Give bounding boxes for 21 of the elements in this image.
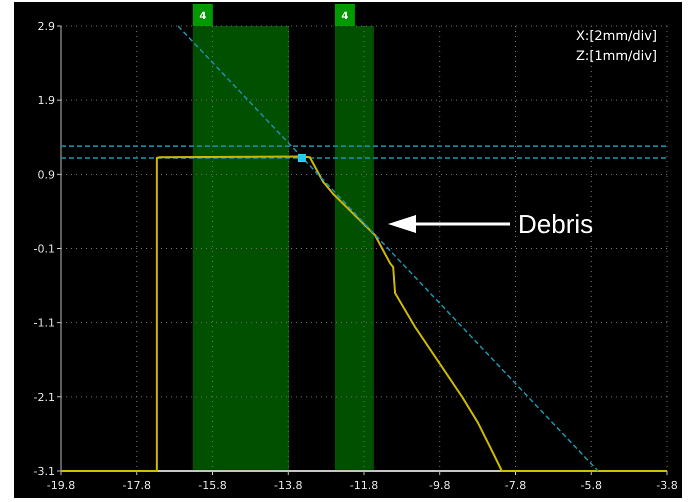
x-tick-label: -3.8 <box>656 479 678 492</box>
x-tick-label: -11.8 <box>350 479 378 492</box>
x-tick-label: -15.8 <box>198 479 227 492</box>
y-tick-label: -2.1 <box>34 390 55 404</box>
x-tick-label: -5.8 <box>580 479 602 492</box>
y-tick-label: 1.9 <box>38 94 55 108</box>
x-tick-label: -7.8 <box>504 479 526 492</box>
annotation: Z:[1mm/div] <box>576 49 657 64</box>
band-label: 4 <box>341 11 348 22</box>
y-tick-label: 2.9 <box>38 20 55 33</box>
x-tick-label: -13.8 <box>274 479 302 492</box>
y-tick-label: -0.1 <box>34 242 55 256</box>
y-tick-label: -1.1 <box>34 316 55 330</box>
y-tick-label: -3.1 <box>34 465 55 478</box>
x-tick-label: -17.8 <box>122 479 151 492</box>
x-tick-label: -19.8 <box>46 479 76 492</box>
x-tick-label: -9.8 <box>429 479 450 492</box>
band-label: 4 <box>199 11 206 22</box>
annotation: Debris <box>518 209 594 239</box>
annotation: X:[2mm/div] <box>576 29 657 44</box>
y-tick-label: 0.9 <box>38 168 55 182</box>
